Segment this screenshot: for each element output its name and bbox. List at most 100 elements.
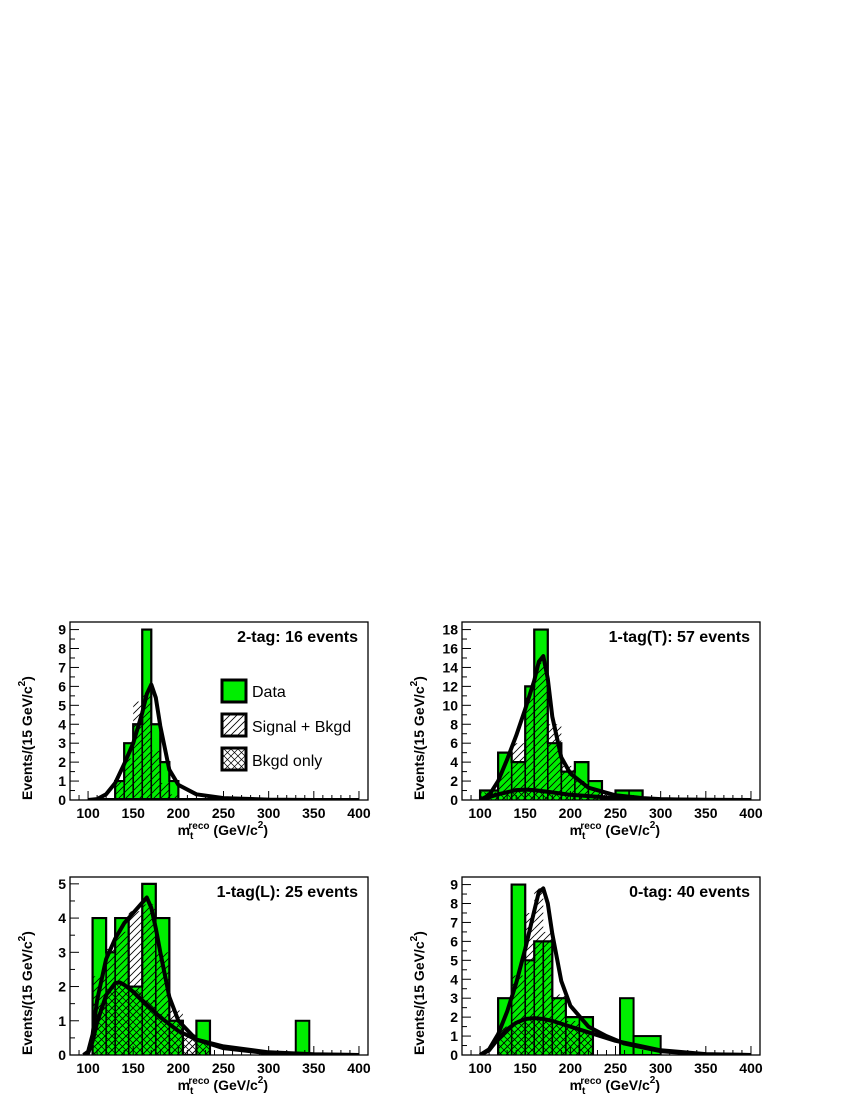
y-tick-label: 10 (442, 697, 458, 713)
y-tick-label: 4 (58, 910, 66, 926)
y-tick-label: 4 (58, 716, 66, 732)
bkgd-only-bar (547, 792, 562, 800)
legend-label-data: Data (252, 684, 286, 701)
x-tick-label: 250 (604, 805, 628, 821)
legend-label-signal-bkgd: Signal + Bkgd (252, 719, 351, 736)
x-tick-label: 250 (212, 1060, 236, 1076)
legend-swatch-bkgd-only (220, 746, 248, 772)
bkgd-only-bar (525, 1017, 535, 1055)
y-tick-label: 1 (58, 773, 66, 789)
x-tick-label: 350 (694, 805, 718, 821)
y-tick-label: 1 (450, 1028, 458, 1044)
signal-bkgd-bar (142, 690, 152, 800)
signal-bkgd-bar (525, 695, 535, 800)
data-bar-extra (294, 1019, 311, 1055)
x-tick-label: 150 (514, 1060, 538, 1076)
signal-bkgd-bar (133, 701, 143, 800)
x-tick-label: 100 (76, 805, 100, 821)
y-tick-label: 7 (450, 914, 458, 930)
y-tick-label: 1 (58, 1013, 66, 1029)
x-tick-label: 400 (739, 805, 763, 821)
signal-bkgd-curve (82, 895, 360, 1055)
y-tick-label: 0 (58, 792, 66, 808)
x-tick-label: 200 (559, 1060, 583, 1076)
x-tick-label: 400 (347, 805, 371, 821)
x-tick-label: 100 (468, 1060, 492, 1076)
signal-bkgd-curve (87, 682, 359, 800)
y-tick-label: 7 (58, 659, 66, 675)
chart-panel-4: 100 150 200 250 300 350 400 0 1 2 3 4 5 6 7 8 9 0-tag: 40… (409, 876, 763, 1097)
panel-title: 1-tag(L): 25 events (217, 884, 358, 901)
signal-bkgd-bar (534, 888, 544, 1055)
y-tick-label: 8 (450, 716, 458, 732)
x-tick-label: 100 (76, 1060, 100, 1076)
panel-title: 1-tag(T): 57 events (609, 629, 750, 646)
y-tick-label: 5 (450, 952, 458, 968)
y-tick-label: 2 (450, 1009, 458, 1025)
bkgd-only-bar (561, 794, 575, 800)
y-axis-title: Events/(15 GeV/c2) (409, 676, 427, 800)
signal-bkgd-bar (160, 782, 170, 800)
signal-bkgd-bar (124, 758, 134, 800)
y-tick-label: 5 (58, 876, 66, 892)
y-tick-label: 9 (58, 622, 66, 638)
y-tick-label: 4 (450, 754, 458, 770)
plot-area (82, 882, 360, 1055)
x-tick-label: 300 (257, 1060, 281, 1076)
signal-bkgd-bar (525, 912, 535, 1055)
x-tick-label: 400 (739, 1060, 763, 1076)
plot-frame (461, 621, 761, 801)
x-tick-label: 150 (122, 1060, 146, 1076)
bkgd-only-bar (511, 1020, 526, 1055)
x-tick-label: 250 (604, 1060, 628, 1076)
signal-bkgd-bar (169, 794, 179, 800)
bkgd-only-bar (142, 1000, 156, 1055)
chart-panel-1: 100 150 200 250 300 350 400 0 1 2 3 4 5 6 7 8 9 2-tag: 16… (17, 621, 371, 842)
plot-area (87, 628, 359, 800)
plot-frame (461, 876, 761, 1056)
legend-swatch-signal-bkgd (220, 712, 248, 738)
x-axis-title: mtreco (GeV/c2) (178, 820, 268, 842)
x-axis-title: mtreco (GeV/c2) (570, 820, 660, 842)
signal-bkgd-bar (543, 931, 553, 1055)
y-tick-label: 6 (450, 933, 458, 949)
y-tick-label: 2 (58, 754, 66, 770)
signal-bkgd-bar (115, 781, 125, 800)
y-tick-label: 0 (450, 1047, 458, 1063)
bkgd-only-bar (565, 1028, 580, 1055)
legend-label-bkgd-only: Bkgd only (252, 753, 322, 770)
y-tick-label: 8 (450, 896, 458, 912)
y-tick-label: 8 (58, 641, 66, 657)
bkgd-only-bar (498, 790, 512, 800)
bkgd-only-bar (574, 796, 589, 800)
y-tick-label: 12 (442, 678, 458, 694)
panel-title: 0-tag: 40 events (629, 884, 750, 901)
x-tick-label: 350 (694, 1060, 718, 1076)
plot-frame (69, 621, 369, 801)
y-tick-label: 6 (450, 735, 458, 751)
y-tick-label: 3 (58, 735, 66, 751)
x-axis-title: mtreco (GeV/c2) (178, 1075, 268, 1097)
x-tick-label: 350 (302, 1060, 326, 1076)
bkgd-only-bar (525, 789, 535, 800)
y-tick-label: 0 (450, 792, 458, 808)
x-axis-title: mtreco (GeV/c2) (570, 1075, 660, 1097)
plot-area (478, 628, 752, 800)
y-axis-title: Events/(15 GeV/c2) (17, 676, 35, 800)
signal-bkgd-curve (479, 886, 752, 1055)
x-tick-label: 300 (257, 805, 281, 821)
bkgd-only-bar (579, 1032, 593, 1055)
bkgd-only-bar (552, 1024, 566, 1055)
bkgd-only-bar (128, 989, 143, 1055)
y-tick-label: 2 (450, 773, 458, 789)
x-tick-label: 200 (167, 805, 191, 821)
y-tick-label: 4 (450, 971, 458, 987)
y-tick-label: 2 (58, 979, 66, 995)
signal-bkgd-bar (534, 662, 548, 800)
panel-title: 2-tag: 16 events (237, 629, 358, 646)
y-tick-label: 0 (58, 1047, 66, 1063)
bkgd-only-bar (534, 1017, 544, 1055)
plot-area (479, 883, 752, 1055)
x-tick-label: 300 (649, 1060, 673, 1076)
